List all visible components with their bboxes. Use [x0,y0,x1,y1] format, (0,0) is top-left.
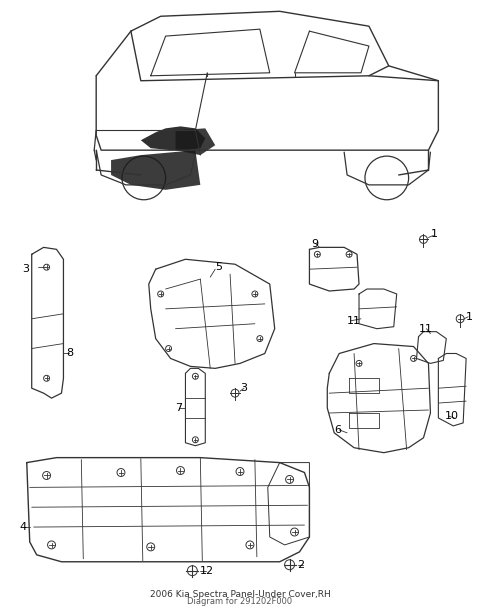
Text: 9: 9 [312,240,319,249]
Polygon shape [141,126,205,150]
Text: 10: 10 [445,411,459,421]
Text: Diagram for 291202F000: Diagram for 291202F000 [187,597,293,606]
Text: 12: 12 [200,565,215,576]
Text: 4: 4 [20,522,27,532]
Text: 6: 6 [334,425,341,435]
Polygon shape [111,150,200,190]
Text: 3: 3 [22,264,29,274]
Text: 8: 8 [66,348,73,359]
Text: 7: 7 [176,403,183,413]
Polygon shape [176,128,215,155]
Text: 11: 11 [347,316,361,326]
Text: 2: 2 [298,560,305,570]
Text: 3: 3 [240,383,247,393]
Text: 1: 1 [431,229,437,240]
Text: 5: 5 [215,262,222,272]
Text: 2006 Kia Spectra Panel-Under Cover,RH: 2006 Kia Spectra Panel-Under Cover,RH [150,590,330,599]
Text: 11: 11 [419,323,432,334]
Text: 1: 1 [466,312,473,322]
